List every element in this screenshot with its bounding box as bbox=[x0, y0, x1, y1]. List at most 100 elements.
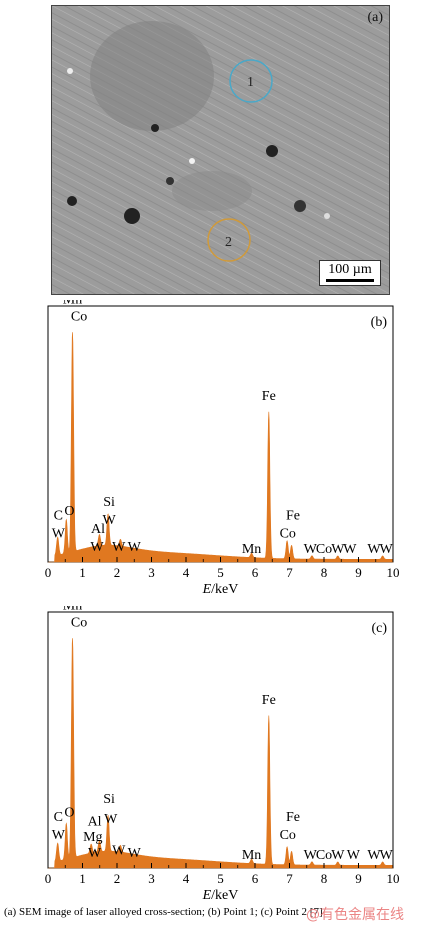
x-axis-label: E/keV bbox=[202, 888, 239, 903]
element-annotation: C bbox=[54, 810, 63, 825]
x-tick-label: 6 bbox=[252, 871, 259, 886]
x-tick-label: 5 bbox=[217, 565, 224, 580]
element-annotation: W bbox=[331, 848, 345, 863]
element-annotation: W bbox=[367, 542, 381, 557]
element-annotation: W bbox=[347, 848, 361, 863]
point-1-label: 1 bbox=[247, 75, 254, 90]
x-tick-label: 4 bbox=[183, 871, 190, 886]
sem-pore bbox=[166, 177, 174, 185]
spectrum-area bbox=[48, 638, 394, 869]
element-annotation: W bbox=[304, 848, 318, 863]
element-annotation: W bbox=[379, 542, 393, 557]
x-tick-label: 0 bbox=[45, 871, 52, 886]
sem-pore bbox=[67, 196, 77, 206]
element-annotation: Fe bbox=[286, 508, 300, 523]
panel-label: (b) bbox=[371, 315, 388, 330]
element-annotation: Si bbox=[103, 792, 115, 807]
caption-text: (a) SEM image of laser alloyed cross-sec… bbox=[4, 906, 308, 918]
element-annotation: W bbox=[88, 846, 102, 861]
sem-pore bbox=[151, 124, 159, 132]
element-annotation: W bbox=[112, 540, 126, 555]
element-annotation: W bbox=[331, 542, 345, 557]
sem-pore bbox=[124, 208, 140, 224]
element-annotation: Mn bbox=[63, 300, 82, 308]
element-annotation: W bbox=[52, 526, 66, 541]
element-annotation: Co bbox=[280, 828, 296, 843]
element-annotation: Mn bbox=[242, 848, 261, 863]
x-tick-label: 4 bbox=[183, 565, 190, 580]
sem-dark-region-2 bbox=[172, 171, 252, 211]
element-annotation: Al bbox=[88, 814, 102, 829]
element-annotation: Co bbox=[71, 310, 87, 325]
element-annotation: Al bbox=[91, 522, 105, 537]
element-annotation: Mn bbox=[63, 606, 82, 614]
x-tick-label: 2 bbox=[114, 565, 121, 580]
element-annotation: C bbox=[54, 508, 63, 523]
caption-ref: [7] bbox=[309, 906, 323, 918]
element-annotation: W bbox=[379, 848, 393, 863]
element-annotation: W bbox=[128, 846, 142, 861]
x-tick-label: 9 bbox=[355, 871, 362, 886]
element-annotation: Co bbox=[280, 526, 296, 541]
element-annotation: Co bbox=[71, 616, 87, 631]
element-annotation: Mn bbox=[242, 542, 261, 557]
x-tick-label: 6 bbox=[252, 565, 259, 580]
panel-label-a: (a) bbox=[367, 10, 383, 25]
element-annotation: Fe bbox=[262, 693, 276, 708]
sem-pore bbox=[294, 200, 306, 212]
eds-spectrum-b: 012345678910E/keV(b)FeMnCoCOWAlSiWWWWMnF… bbox=[45, 300, 400, 597]
sem-inclusion bbox=[324, 213, 330, 219]
element-annotation: O bbox=[64, 805, 74, 820]
panel-label: (c) bbox=[371, 621, 387, 636]
x-tick-label: 1 bbox=[79, 871, 86, 886]
element-annotation: Fe bbox=[262, 389, 276, 404]
x-tick-label: 5 bbox=[217, 871, 224, 886]
element-annotation: Co bbox=[316, 848, 332, 863]
plot-frame bbox=[47, 305, 394, 563]
x-tick-label: 3 bbox=[148, 565, 155, 580]
x-tick-label: 8 bbox=[321, 565, 328, 580]
point-2-label: 2 bbox=[225, 235, 232, 250]
element-annotation: W bbox=[367, 848, 381, 863]
x-tick-label: 8 bbox=[321, 871, 328, 886]
scale-bar-line bbox=[326, 279, 374, 282]
sem-image-panel: 1 2 (a) 100 µm bbox=[51, 5, 390, 295]
element-annotation: O bbox=[64, 504, 74, 519]
element-annotation: W bbox=[343, 542, 357, 557]
eds-spectrum-c: 012345678910E/keV(c)FeMnCoCOWAlMgSiWWWWM… bbox=[45, 606, 400, 903]
point-2-marker bbox=[207, 218, 251, 262]
x-tick-label: 7 bbox=[286, 871, 293, 886]
sem-pore bbox=[266, 145, 278, 157]
element-annotation: W bbox=[128, 540, 142, 555]
x-axis-label: E/keV bbox=[202, 582, 239, 597]
element-annotation: Mg bbox=[83, 830, 102, 845]
element-annotation: Fe bbox=[286, 810, 300, 825]
x-tick-label: 2 bbox=[114, 871, 121, 886]
watermark: @有色金属在线 bbox=[306, 907, 404, 923]
point-1-marker bbox=[229, 59, 273, 103]
x-tick-label: 10 bbox=[387, 871, 400, 886]
spectrum-area bbox=[48, 332, 394, 563]
x-tick-label: 1 bbox=[79, 565, 86, 580]
scale-bar: 100 µm bbox=[319, 260, 381, 286]
element-annotation: W bbox=[104, 812, 118, 827]
scale-bar-label: 100 µm bbox=[328, 262, 372, 277]
x-tick-label: 7 bbox=[286, 565, 293, 580]
element-annotation: Si bbox=[103, 495, 115, 510]
sem-inclusion bbox=[189, 158, 195, 164]
element-annotation: W bbox=[304, 542, 318, 557]
figure-caption: (a) SEM image of laser alloyed cross-sec… bbox=[4, 906, 323, 918]
sem-inclusion bbox=[67, 68, 73, 74]
element-annotation: Co bbox=[316, 542, 332, 557]
x-tick-label: 10 bbox=[387, 565, 400, 580]
sem-dark-region bbox=[90, 21, 214, 131]
sem-image: 1 2 bbox=[52, 6, 389, 294]
element-annotation: W bbox=[112, 844, 126, 859]
plot-frame bbox=[47, 611, 394, 869]
element-annotation: W bbox=[52, 828, 66, 843]
x-tick-label: 9 bbox=[355, 565, 362, 580]
x-tick-label: 3 bbox=[148, 871, 155, 886]
x-tick-label: 0 bbox=[45, 565, 52, 580]
element-annotation: W bbox=[90, 540, 104, 555]
element-annotation: W bbox=[102, 513, 116, 528]
